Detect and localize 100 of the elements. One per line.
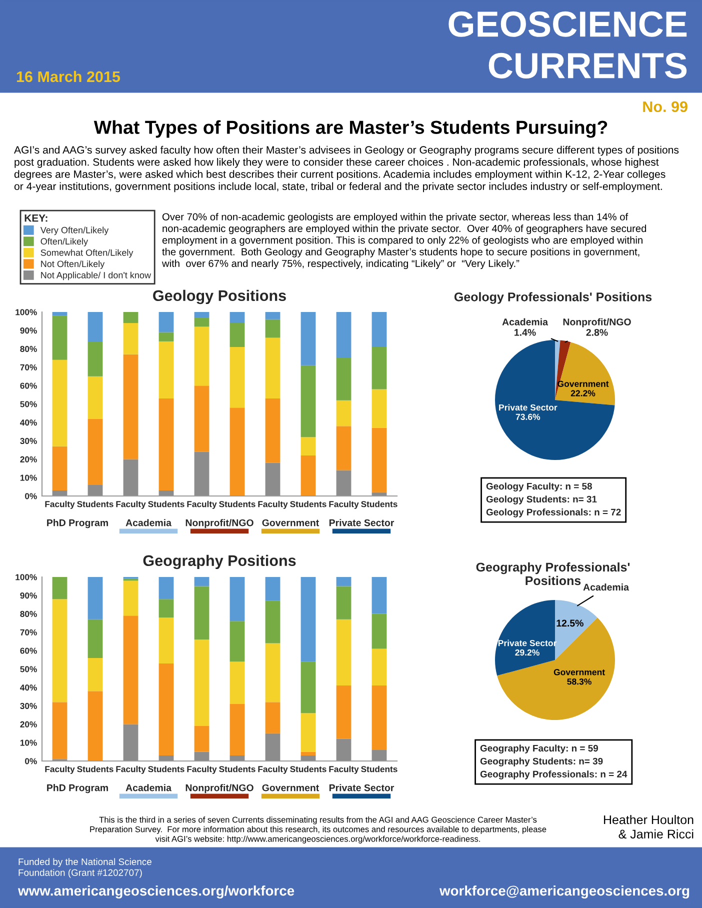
text: AGI’s and AAG’s survey asked faculty how often their Master’s advisees in Geology or Geography programs secure different types of positions post graduation. Students were asked how likely they were to consider these career choices . Non-academic professionals, whose highest degrees are Master’s, were asked which best describes their current positions. Academia includes employment within K-12, 2-Year colleges or 4-year institutions, government positions include local, state, tribal or federal and the private sector includes industry or self-employment. — [14, 146, 679, 192]
bar — [230, 312, 245, 324]
bar — [336, 619, 352, 686]
y-tick-label: 50% — [20, 666, 37, 672]
bar — [265, 319, 280, 338]
bar — [336, 577, 352, 586]
x-tick-label: Faculty — [258, 500, 288, 509]
bar — [123, 323, 138, 354]
text: workforce@americangeosciences.org — [439, 885, 690, 899]
legend-label: Somewhat Often/Likely — [40, 249, 134, 258]
y-tick-label: 60% — [20, 382, 37, 389]
x-tick-label: Faculty — [45, 766, 75, 774]
text: Funded by the National Science Foundation (Grant #1202707) — [18, 858, 152, 878]
bar — [52, 316, 68, 360]
legend-label: Not Often/Likely — [41, 260, 105, 269]
bar — [88, 658, 103, 692]
bar — [265, 462, 280, 496]
data-label: 22.2% — [570, 390, 596, 396]
bar — [372, 428, 387, 492]
chart-title: Geology Professionals' Positions — [454, 292, 652, 304]
bar — [158, 398, 174, 490]
legend-title: KEY: — [24, 214, 48, 222]
text: Academia — [126, 784, 172, 792]
bar — [336, 738, 352, 761]
text: Nonprofit/NGO — [186, 784, 254, 794]
bar — [52, 446, 68, 490]
x-tick-label: Faculty — [187, 766, 217, 774]
y-tick-label: 90% — [20, 592, 37, 599]
bar — [230, 621, 245, 662]
bar — [194, 318, 210, 327]
bar — [336, 586, 352, 620]
bar — [336, 470, 352, 496]
bar — [265, 702, 280, 734]
bar — [88, 619, 103, 658]
text: 16 March 2015 — [16, 70, 120, 82]
x-tick-label: Faculty — [329, 500, 359, 509]
bar — [158, 312, 174, 332]
bar — [372, 577, 387, 614]
bar — [158, 577, 174, 600]
bar — [194, 726, 210, 752]
y-tick-label: 0% — [25, 493, 37, 500]
bar — [230, 577, 245, 622]
text: Private Sector — [329, 519, 394, 526]
bar — [372, 686, 387, 750]
bar — [88, 376, 103, 419]
bar — [300, 456, 316, 496]
x-tick-label: Students — [77, 500, 114, 508]
bar — [194, 312, 210, 318]
x-tick-label: Students — [361, 500, 398, 508]
bar — [300, 365, 316, 438]
bar — [265, 600, 280, 644]
text: PhD Program — [47, 784, 108, 794]
bar — [265, 338, 280, 398]
x-tick-label: Students — [361, 766, 398, 772]
bar — [336, 686, 352, 739]
x-tick-label: Faculty — [45, 500, 75, 509]
x-tick-label: Faculty — [187, 500, 217, 509]
text: Private Sector — [329, 784, 394, 792]
bar — [230, 408, 245, 496]
y-tick-label: 50% — [20, 401, 37, 408]
bar — [123, 459, 138, 496]
x-tick-label: Students — [219, 766, 256, 772]
bar — [300, 662, 316, 714]
bar — [336, 358, 352, 400]
bar — [336, 426, 352, 470]
bar — [52, 599, 68, 702]
bar — [372, 614, 387, 649]
text: www.americangeosciences.org/workforce — [18, 885, 294, 899]
x-tick-label: Faculty — [116, 500, 146, 509]
bar — [194, 386, 210, 452]
bar — [158, 341, 174, 398]
bar — [194, 577, 210, 586]
bar — [300, 713, 316, 752]
bar — [158, 599, 174, 618]
x-tick-label: Students — [148, 766, 184, 772]
bar — [300, 312, 316, 366]
x-tick-label: Faculty — [329, 766, 359, 774]
bar — [158, 617, 174, 664]
bar — [230, 323, 245, 347]
y-tick-label: 40% — [20, 420, 37, 426]
text: PhD Program — [47, 519, 108, 528]
pie-slice — [495, 600, 555, 676]
bar — [265, 643, 280, 702]
slice-label: Private Sector — [499, 404, 558, 411]
bar — [158, 663, 174, 756]
chart-title: Geology Positions — [153, 290, 286, 304]
y-tick-label: 30% — [20, 702, 37, 710]
bar — [300, 577, 316, 662]
bar — [88, 341, 103, 376]
bar — [336, 400, 352, 426]
y-tick-label: 90% — [20, 328, 37, 334]
bar — [230, 662, 245, 704]
bar — [52, 577, 68, 600]
bar — [123, 724, 138, 761]
bar — [230, 704, 245, 756]
legend-label: Not Applicable/ I don't know — [41, 272, 152, 280]
bar — [372, 750, 387, 761]
y-tick-label: 20% — [20, 721, 37, 728]
x-tick-label: Students — [290, 766, 326, 772]
slice-label: Nonprofit/NGO — [563, 318, 631, 328]
